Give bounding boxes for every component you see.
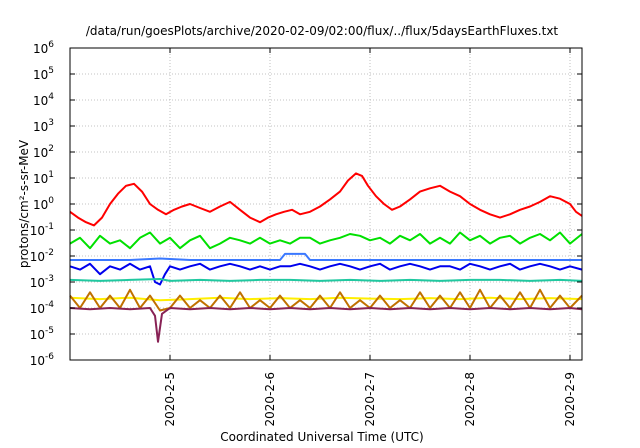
y-axis-label: protons/cm²-s-sr-MeV	[17, 139, 31, 268]
y-tick-label: 101	[33, 170, 54, 186]
series-line-1	[69, 172, 583, 227]
y-tick-label: 10-4	[30, 300, 55, 316]
x-tick-label: 2020-2-9	[563, 372, 577, 426]
chart-title: /data/run/goesPlots/archive/2020-02-09/0…	[86, 24, 559, 38]
series-line-8	[69, 307, 583, 343]
y-tick-label: 106	[33, 40, 54, 56]
y-tick-label: 103	[33, 118, 54, 134]
y-tick-label: 10-1	[30, 222, 54, 238]
series-line-5	[69, 278, 583, 282]
x-axis-ticks: 2020-2-5 2020-2-6 2020-2-7 2020-2-8 2020-2-9	[163, 48, 577, 426]
x-tick-label: 2020-2-5	[163, 372, 177, 426]
y-tick-label: 104	[33, 92, 54, 108]
series-line-4	[70, 252, 582, 261]
y-tick-label: 100	[33, 196, 54, 212]
x-tick-label: 2020-2-6	[263, 372, 277, 426]
data-series	[69, 172, 583, 343]
x-tick-label: 2020-2-7	[363, 372, 377, 426]
y-tick-label: 105	[33, 66, 54, 82]
y-tick-label: 10-6	[30, 352, 55, 368]
series-line-7	[69, 288, 583, 312]
x-tick-label: 2020-2-8	[463, 372, 477, 426]
grid-lines	[70, 47, 582, 361]
x-axis-label: Coordinated Universal Time (UTC)	[220, 430, 423, 444]
y-axis-ticks: 10-6 10-5 10-4 10-3 10-2 10-1 100 101 102 103 104 1…	[30, 40, 582, 368]
y-tick-label: 10-2	[30, 248, 54, 264]
y-tick-label: 10-5	[30, 326, 54, 342]
series-line-2	[69, 231, 583, 250]
y-tick-label: 102	[33, 144, 54, 160]
y-tick-label: 10-3	[30, 274, 54, 290]
series-line-6	[69, 296, 583, 302]
